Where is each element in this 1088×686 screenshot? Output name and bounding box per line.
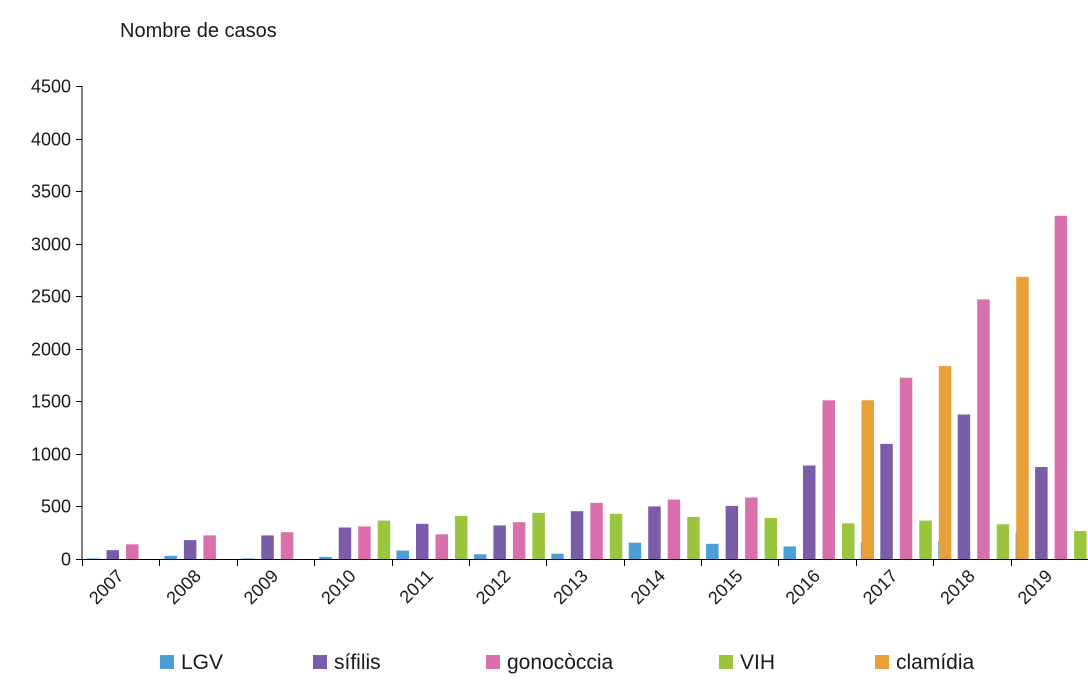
bar-lgv-2010 (319, 556, 332, 559)
bar-gonococcia-2014 (667, 499, 681, 559)
bar-vih-2014 (687, 517, 700, 559)
legend-swatch-sifilis (313, 655, 327, 669)
y-axis-label: Nombre de casos (120, 20, 277, 42)
x-axis: 2007 2008 2009 2010 2011 2012 2013 2014 2015 2016… (82, 559, 1088, 608)
legend-label-sifilis: sífilis (334, 651, 381, 674)
x-tick-label: 2019 (1014, 566, 1056, 608)
x-tick-label: 2016 (782, 566, 824, 608)
bar-gonococcia-2008 (203, 535, 216, 559)
x-tick-label: 2013 (549, 566, 591, 608)
bar-clamidia-2017 (938, 366, 952, 559)
y-tick-label: 500 (41, 497, 71, 517)
x-tick-label: 2010 (317, 566, 359, 608)
bar-gonococcia-2019 (1054, 215, 1068, 560)
bar-sifilis-2015 (725, 505, 739, 559)
bar-gonococcia-2015 (745, 497, 758, 559)
bar-sifilis-2016 (803, 465, 816, 559)
bar-lgv-2011 (396, 550, 409, 559)
legend-label-lgv: LGV (181, 651, 223, 674)
legend: LGV sífilis gonocòccia VIH clamídia (160, 651, 975, 674)
bar-lgv-2015 (706, 543, 719, 559)
legend-label-vih: VIH (740, 651, 775, 674)
bars (87, 215, 1087, 560)
bar-vih-2010 (377, 520, 391, 559)
bar-sifilis-2010 (338, 527, 352, 559)
x-tick-label: 2011 (396, 566, 438, 608)
bar-sifilis-2008 (183, 540, 197, 559)
y-tick-label: 4000 (31, 130, 71, 150)
bar-clamidia-2018 (1016, 276, 1029, 559)
bar-vih-2016 (842, 523, 855, 559)
bar-vih-2011 (455, 515, 468, 559)
bar-sifilis-2017 (880, 443, 893, 559)
legend-swatch-gonococcia (486, 655, 500, 669)
bar-sifilis-2007 (106, 550, 119, 559)
x-tick-label: 2015 (704, 566, 746, 608)
y-tick-label: 3000 (31, 235, 71, 255)
bar-gonococcia-2012 (512, 522, 526, 559)
x-tick-label: 2007 (85, 566, 127, 608)
bar-clamidia-2016 (861, 400, 874, 559)
bar-vih-2019 (1074, 531, 1087, 559)
x-tick-label: 2017 (859, 566, 901, 608)
bar-sifilis-2011 (416, 523, 429, 559)
bar-gonococcia-2009 (280, 532, 294, 559)
bar-sifilis-2009 (261, 535, 274, 559)
y-tick-label: 4500 (31, 77, 71, 97)
y-axis: 0 500 1000 1500 2000 2500 3000 3500 4000 4500 (31, 77, 83, 570)
bar-lgv-2012 (473, 554, 487, 559)
bar-sifilis-2018 (957, 414, 971, 559)
bar-lgv-2014 (628, 542, 642, 559)
bar-sifilis-2014 (648, 506, 661, 559)
bar-gonococcia-2016 (822, 400, 835, 559)
x-tick-label: 2012 (472, 566, 514, 608)
bar-gonococcia-2010 (358, 526, 371, 559)
y-tick-label: 0 (61, 550, 71, 570)
bar-sifilis-2013 (570, 511, 584, 559)
bar-lgv-2009 (241, 558, 255, 559)
x-tick-label: 2018 (936, 566, 978, 608)
bar-sifilis-2012 (493, 525, 506, 559)
bar-lgv-2008 (164, 555, 177, 559)
y-tick-label: 3500 (31, 182, 71, 202)
bar-gonococcia-2017 (899, 377, 913, 559)
bar-gonococcia-2007 (126, 544, 139, 559)
bar-vih-2018 (996, 524, 1010, 559)
y-tick-label: 2000 (31, 340, 71, 360)
x-tick-label: 2014 (627, 566, 669, 608)
bar-sifilis-2019 (1035, 467, 1048, 559)
legend-label-clamidia: clamídia (896, 651, 975, 674)
y-tick-label: 1000 (31, 445, 71, 465)
bar-vih-2013 (609, 513, 623, 559)
x-tick-label: 2008 (162, 566, 204, 608)
bar-gonococcia-2013 (590, 502, 603, 559)
bar-lgv-2016 (783, 546, 796, 559)
x-tick-label: 2009 (240, 566, 282, 608)
bar-lgv-2013 (551, 553, 564, 559)
bar-vih-2015 (764, 518, 778, 559)
legend-swatch-clamidia (875, 655, 889, 669)
bar-gonococcia-2018 (977, 299, 990, 559)
bar-lgv-2007 (87, 558, 100, 559)
y-tick-label: 1500 (31, 392, 71, 412)
bar-vih-2012 (532, 512, 545, 559)
legend-label-gonococcia: gonocòccia (507, 651, 614, 674)
bar-gonococcia-2011 (435, 534, 448, 559)
legend-swatch-vih (719, 655, 733, 669)
legend-swatch-lgv (160, 655, 174, 669)
y-tick-label: 2500 (31, 287, 71, 307)
bar-vih-2017 (919, 520, 932, 559)
